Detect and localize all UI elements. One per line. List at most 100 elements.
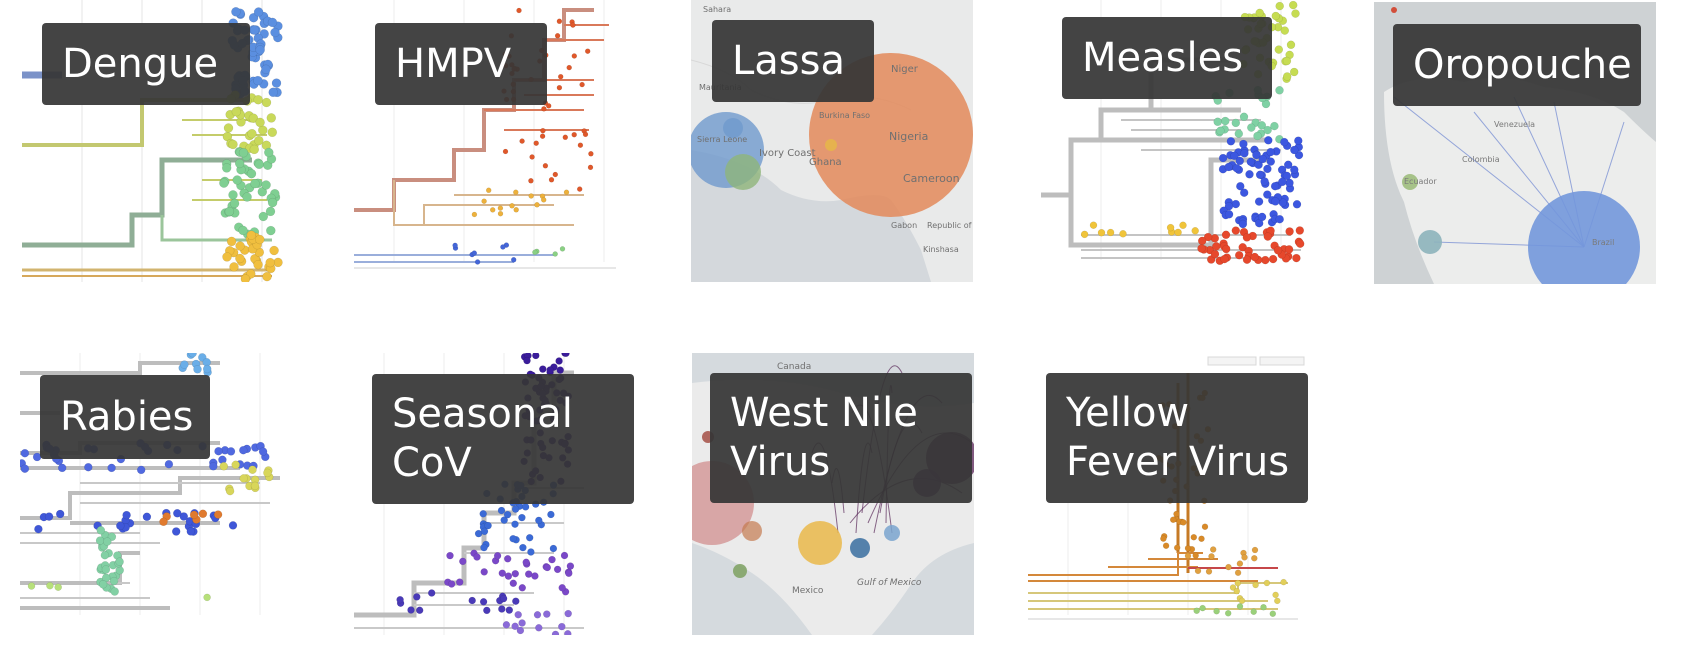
tile-measles[interactable]: Measles [1041, 0, 1323, 282]
map-label: Canada [777, 362, 811, 372]
tree-tip-dot [511, 569, 520, 578]
tree-tip-dot [1173, 544, 1181, 551]
tree-tip-dot [231, 460, 240, 470]
tree-tip-dot [1251, 546, 1259, 554]
tree-tip-dot [1266, 147, 1275, 157]
tree-tip-dot [1263, 579, 1271, 587]
tree-tip-dot [1252, 581, 1259, 589]
tree-tip-dot [1197, 244, 1206, 253]
tile-seasonal-cov[interactable]: Seasonal CoV [354, 353, 636, 635]
tree-tip-dot [545, 103, 552, 109]
tree-tip-dot [1224, 210, 1234, 219]
tree-tip-dot [262, 271, 272, 282]
tree-tip-dot [558, 622, 566, 631]
tree-tip-dot [253, 75, 263, 86]
tree-tip-dot [1220, 254, 1229, 264]
tree-tip-dot [1258, 154, 1267, 164]
tree-tip-dot [558, 584, 566, 592]
tree-tip-dot [250, 178, 260, 189]
tile-hmpv[interactable]: HMPV [354, 0, 636, 282]
tree-tip-dot [481, 198, 487, 204]
tree-tip-dot [1271, 11, 1281, 21]
tile-lassa[interactable]: Niger Nigeria Cameroon Ivory Coast Ghana… [691, 0, 973, 282]
tree-tip-dot [533, 611, 542, 619]
tree-tip-dot [232, 175, 242, 185]
tile-west-nile[interactable]: Canada Mexico Gulf of Mexico West Nile V… [692, 353, 974, 635]
tree-tip-dot [228, 190, 238, 200]
tree-tip-dot [229, 198, 240, 209]
tree-tip-dot [1238, 597, 1246, 605]
tree-tip-dot [1218, 153, 1228, 163]
tile-label-line: Lassa [732, 37, 845, 84]
tree-tip-dot [171, 527, 181, 536]
tree-tip-dot [489, 207, 496, 213]
tree-tip-dot [1192, 552, 1199, 559]
tile-label-line: West Nile [730, 390, 918, 436]
tree-tip-dot [523, 356, 531, 365]
tree-tip-dot [231, 106, 242, 117]
tree-tip-dot [511, 622, 519, 631]
tree-tip-dot [267, 17, 278, 28]
tree-tip-dot [1255, 170, 1265, 180]
tile-oropouche[interactable]: Venezuela Colombia Brazil Ecuador Oropou… [1374, 2, 1656, 284]
tree-tip-dot [1294, 150, 1304, 160]
tree-tip-dot [1234, 250, 1244, 260]
tree-tip-dot [229, 262, 239, 272]
map-label: Sierra Leone [697, 135, 747, 144]
tile-dengue[interactable]: Dengue [22, 0, 304, 282]
tree-tip-dot [1252, 150, 1261, 160]
tile-label: Dengue [42, 23, 250, 105]
tree-tip-dot [249, 144, 260, 155]
tree-tip-dot [556, 84, 563, 91]
tree-tip-dot [1254, 197, 1264, 206]
tree-tip-dot [483, 606, 491, 615]
tree-tip-dot [107, 463, 116, 473]
tree-tip-dot [1230, 151, 1239, 161]
tree-tip-dot [1160, 535, 1167, 542]
map-label: Colombia [1462, 155, 1500, 164]
tree-tip-dot [480, 527, 489, 536]
tree-tip-dot [1226, 137, 1236, 146]
tree-tip-dot [109, 576, 119, 586]
tree-tip-dot [571, 53, 578, 59]
tree-tip-dot [261, 64, 271, 75]
tree-tip-dot [1097, 228, 1106, 237]
tree-tip-dot [500, 244, 506, 250]
tree-tip-dot [255, 45, 265, 55]
tree-tip-dot [479, 510, 487, 518]
tree-tip-dot [1232, 163, 1241, 173]
tree-tip-dot [136, 465, 146, 475]
tile-label-line: Yellow [1066, 390, 1190, 436]
tree-tip-dot [1282, 56, 1292, 66]
tile-label: Oropouche [1393, 24, 1641, 106]
tile-label: Rabies [40, 375, 210, 459]
map-label: Ivory Coast [759, 148, 816, 159]
tree-tip-dot [193, 365, 202, 374]
tree-tip-dot [1250, 608, 1257, 615]
tree-tip-dot [1238, 219, 1248, 229]
tree-tip-dot [20, 464, 30, 473]
tree-tip-dot [519, 138, 525, 144]
tree-tip-dot [1231, 118, 1241, 128]
tree-tip-dot [531, 572, 539, 580]
tree-tip-dot [1288, 0, 1298, 10]
tile-label-line: HMPV [395, 40, 512, 87]
tree-tip-dot [110, 587, 119, 596]
tree-tip-dot [122, 510, 131, 520]
tree-tip-dot [189, 510, 199, 520]
tree-tip-dot [253, 94, 263, 105]
tree-tip-dot [159, 517, 168, 527]
tree-tip-dot [268, 87, 278, 98]
tree-tip-dot [513, 207, 519, 213]
tree-tip-dot [562, 353, 570, 358]
tile-rabies[interactable]: Rabies [20, 353, 302, 635]
tree-tip-dot [532, 353, 540, 360]
tree-tip-dot [528, 178, 534, 184]
tree-tip-dot [248, 113, 259, 123]
tree-tip-dot [468, 596, 476, 605]
tree-tip-dot [1236, 560, 1244, 567]
tile-yellow-fever[interactable]: Yellow Fever Virus [1028, 353, 1310, 635]
tree-tip-dot [1245, 170, 1254, 179]
tree-tip-dot [1179, 221, 1187, 230]
tree-tip-dot [407, 606, 415, 614]
